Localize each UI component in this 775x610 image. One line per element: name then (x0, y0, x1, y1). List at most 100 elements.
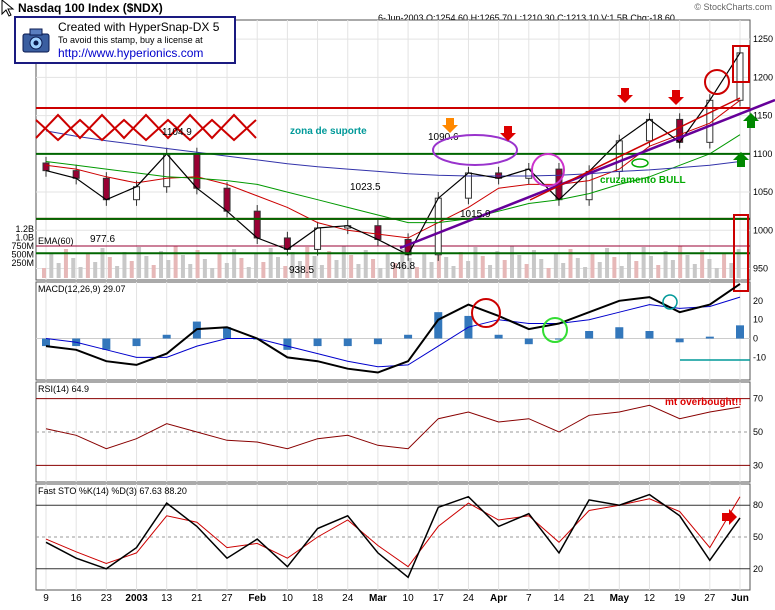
macd-histogram-bar (554, 338, 563, 340)
volume-bar (56, 263, 61, 278)
hypersnap-stamp: Created with HyperSnap-DX 5 To avoid thi… (14, 16, 236, 64)
macd-histogram-bar (736, 325, 744, 339)
volume-bar (224, 263, 229, 278)
highlight-circle (531, 153, 565, 187)
volume-bar (400, 249, 405, 278)
volume-bar (334, 260, 339, 278)
volume-bar (422, 253, 427, 278)
volume-bar (663, 251, 668, 278)
price-label: 1015.9 (460, 209, 491, 220)
macd-axis-tick: 20 (753, 296, 763, 306)
camera-icon (22, 28, 50, 53)
volume-bar (129, 261, 134, 278)
x-tick-label: Feb (248, 593, 266, 604)
chart-title: Nasdaq 100 Index ($NDX) (18, 1, 163, 15)
macd-axis-tick: 0 (753, 334, 758, 344)
x-tick-label: 23 (101, 593, 113, 604)
sto-k-line (45, 493, 741, 579)
volume-bar (363, 250, 368, 278)
candle-body (434, 197, 442, 256)
x-tick-label: May (610, 593, 630, 604)
volume-bar (670, 260, 675, 278)
candle-body (645, 118, 653, 142)
volume-bar (261, 262, 266, 278)
volume-bar (166, 260, 171, 278)
volume-bar (700, 250, 705, 278)
volume-bar (502, 260, 507, 278)
volume-bar (202, 259, 207, 278)
mouse-cursor-icon (1, 0, 15, 17)
volume-bar (407, 258, 412, 278)
macd-histogram-bar (645, 331, 654, 339)
candle-body (102, 177, 110, 201)
volume-legend-label: 250M (11, 258, 34, 268)
volume-bar (678, 246, 683, 278)
volume-bar (63, 249, 68, 278)
macd-histogram-bar (223, 327, 232, 339)
volume-bar (656, 265, 661, 278)
volume-bar (276, 257, 280, 278)
macd-line (45, 283, 741, 374)
x-tick-label: 24 (463, 593, 475, 604)
volume-bar (575, 258, 580, 278)
volume-bar (78, 267, 83, 278)
volume-bar (466, 261, 471, 278)
volume-bar (458, 252, 463, 278)
volume-bar (371, 259, 376, 278)
candle-body (253, 210, 261, 239)
volume-bar (619, 266, 624, 278)
support-zigzag (35, 118, 257, 142)
rsi-axis-tick: 50 (753, 427, 763, 437)
volume-bar (436, 248, 441, 278)
x-tick-label: 24 (342, 593, 354, 604)
volume-bar (42, 268, 46, 278)
volume-bar (707, 259, 712, 278)
volume-bar (553, 254, 558, 278)
volume-bar (378, 268, 383, 278)
x-tick-label: Mar (369, 593, 387, 604)
macd-label: MACD(12,26,9) 29.07 (38, 284, 126, 294)
macd-histogram-bar (585, 331, 594, 339)
red-arrow-icon (500, 126, 516, 141)
macd-histogram-bar (404, 334, 413, 339)
x-tick-label: Jun (731, 593, 749, 604)
candle-body (464, 172, 472, 199)
x-tick-label: 18 (312, 593, 324, 604)
x-tick-label: 7 (526, 593, 532, 604)
volume-bar (188, 264, 193, 278)
x-tick-label: 13 (161, 593, 173, 604)
sto-axis-tick: 80 (753, 500, 763, 510)
macd-histogram-bar (132, 338, 141, 347)
volume-bar (107, 257, 112, 278)
macd-axis-tick: -10 (753, 352, 766, 362)
macd-histogram-bar (373, 338, 382, 345)
volume-bar (151, 265, 156, 278)
price-axis-tick: 1050 (753, 187, 773, 197)
x-tick-label: 14 (553, 593, 565, 604)
volume-bar (173, 246, 178, 278)
macd-histogram-bar (283, 338, 292, 350)
green-arrow-icon (743, 113, 759, 128)
green-arrow-icon (733, 152, 749, 167)
close-line (45, 52, 741, 256)
cruzamento-bull-annotation: cruzamento BULL (600, 175, 686, 186)
stamp-url-link[interactable]: http://www.hyperionics.com (58, 46, 204, 60)
volume-bar (473, 247, 478, 278)
volume-bar (254, 253, 259, 278)
volume-bar (634, 261, 639, 278)
candle-body (585, 170, 593, 201)
macd-histogram-bar (434, 312, 443, 339)
volume-bar (561, 263, 566, 278)
volume-bar (297, 261, 302, 278)
volume-bar (605, 248, 610, 278)
volume-legend-label: 1.0B (15, 233, 34, 243)
volume-bar (685, 255, 690, 278)
stamp-line-1: Created with HyperSnap-DX 5 (58, 20, 220, 34)
price-axis-tick: 1150 (753, 111, 772, 121)
highlight-rect (732, 45, 750, 83)
volume-bar (590, 253, 595, 278)
volume-bar (71, 258, 76, 278)
x-tick-label: 27 (221, 593, 233, 604)
sto-axis-tick: 20 (753, 564, 763, 574)
volume-bar (100, 248, 105, 278)
